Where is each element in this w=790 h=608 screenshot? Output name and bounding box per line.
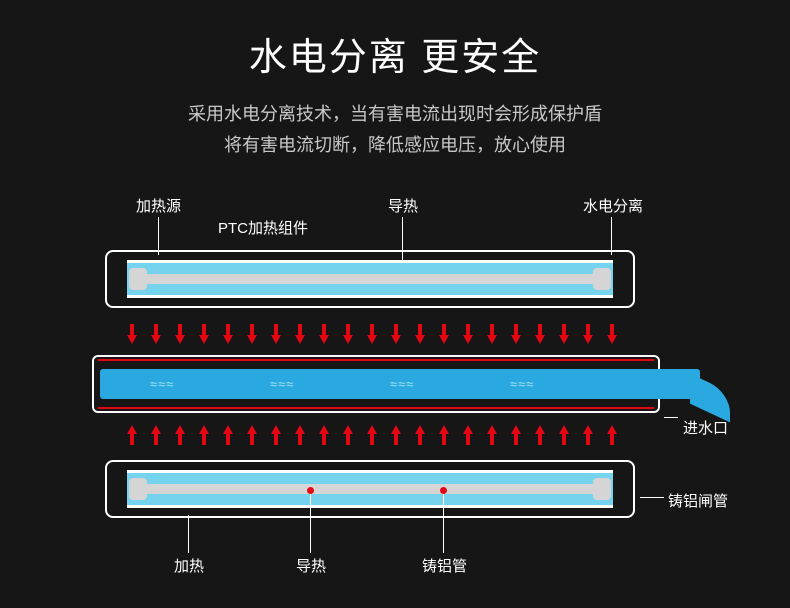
leader [188, 515, 189, 553]
heat-arrow-down [583, 335, 593, 344]
heat-arrow-up [247, 425, 257, 434]
heat-arrow-down [439, 335, 449, 344]
heat-arrow-down [151, 335, 161, 344]
diagram: 加热源 PTC加热组件 导热 水电分离 ≈≈≈ ≈≈≈ ≈≈≈ ≈≈≈ 进水口 铸铝闸… [0, 195, 790, 595]
heat-arrow-down [199, 335, 209, 344]
label-heat-source: 加热源 [136, 195, 181, 216]
heat-arrow-up [391, 425, 401, 434]
heat-arrow-down [247, 335, 257, 344]
pipe-accent-bottom [98, 407, 654, 409]
heat-arrow-down [559, 335, 569, 344]
heat-arrow-up [511, 425, 521, 434]
bottom-heating-tube [105, 460, 635, 518]
heat-arrow-down [127, 335, 137, 344]
label-conduct-top: 导热 [388, 195, 418, 216]
heat-arrow-up [583, 425, 593, 434]
heat-arrow-up [559, 425, 569, 434]
label-cast-al-gate: 铸铝闸管 [668, 490, 728, 511]
leader-dot [307, 487, 314, 494]
label-heating: 加热 [174, 555, 204, 576]
heat-arrow-down [487, 335, 497, 344]
water-pipe: ≈≈≈ ≈≈≈ ≈≈≈ ≈≈≈ [100, 369, 700, 399]
heat-arrow-down [271, 335, 281, 344]
tube-rod [139, 484, 601, 494]
heat-arrow-up [295, 425, 305, 434]
heat-arrow-down [391, 335, 401, 344]
heat-arrow-down [295, 335, 305, 344]
arrows-up [127, 425, 617, 449]
heat-arrow-down [607, 335, 617, 344]
leader [443, 490, 444, 553]
heat-arrow-down [511, 335, 521, 344]
page-subtitle: 采用水电分离技术，当有害电流出现时会形成保护盾 将有害电流切断，降低感应电压，放… [0, 99, 790, 160]
heat-arrow-down [415, 335, 425, 344]
tube-rod [139, 274, 601, 284]
leader-dot [440, 487, 447, 494]
tube-cap-left [129, 478, 147, 500]
subtitle-line2: 将有害电流切断，降低感应电压，放心使用 [0, 130, 790, 161]
heat-arrow-up [199, 425, 209, 434]
heat-arrow-up [415, 425, 425, 434]
label-cast-al-tube: 铸铝管 [422, 555, 467, 576]
tube-cap-right [593, 268, 611, 290]
heat-arrow-down [367, 335, 377, 344]
heat-arrow-up [175, 425, 185, 434]
heat-arrow-down [343, 335, 353, 344]
leader [640, 497, 664, 498]
label-conduct-bottom: 导热 [296, 555, 326, 576]
leader [310, 490, 311, 553]
heat-arrow-down [535, 335, 545, 344]
heat-arrow-up [439, 425, 449, 434]
heat-arrow-up [319, 425, 329, 434]
arrows-down [127, 320, 617, 344]
heat-arrow-up [463, 425, 473, 434]
heat-arrow-up [223, 425, 233, 434]
heat-arrow-up [271, 425, 281, 434]
water-wave: ≈≈≈ [150, 377, 174, 392]
label-ptc: PTC加热组件 [218, 217, 308, 238]
water-inlet-tail [690, 374, 730, 423]
heat-arrow-up [487, 425, 497, 434]
leader [664, 417, 678, 418]
water-wave: ≈≈≈ [510, 377, 534, 392]
label-water-elec-sep: 水电分离 [583, 195, 643, 216]
water-wave: ≈≈≈ [270, 377, 294, 392]
heat-arrow-down [463, 335, 473, 344]
label-water-inlet: 进水口 [683, 417, 728, 438]
heat-arrow-up [367, 425, 377, 434]
page-title: 水电分离 更安全 [0, 0, 790, 81]
subtitle-line1: 采用水电分离技术，当有害电流出现时会形成保护盾 [0, 99, 790, 130]
heat-arrow-up [607, 425, 617, 434]
heat-arrow-up [343, 425, 353, 434]
heat-arrow-up [151, 425, 161, 434]
heat-arrow-down [175, 335, 185, 344]
heat-arrow-down [223, 335, 233, 344]
tube-cap-right [593, 478, 611, 500]
water-wave: ≈≈≈ [390, 377, 414, 392]
heat-arrow-up [535, 425, 545, 434]
top-heating-tube [105, 250, 635, 308]
heat-arrow-up [127, 425, 137, 434]
tube-cap-left [129, 268, 147, 290]
heat-arrow-down [319, 335, 329, 344]
